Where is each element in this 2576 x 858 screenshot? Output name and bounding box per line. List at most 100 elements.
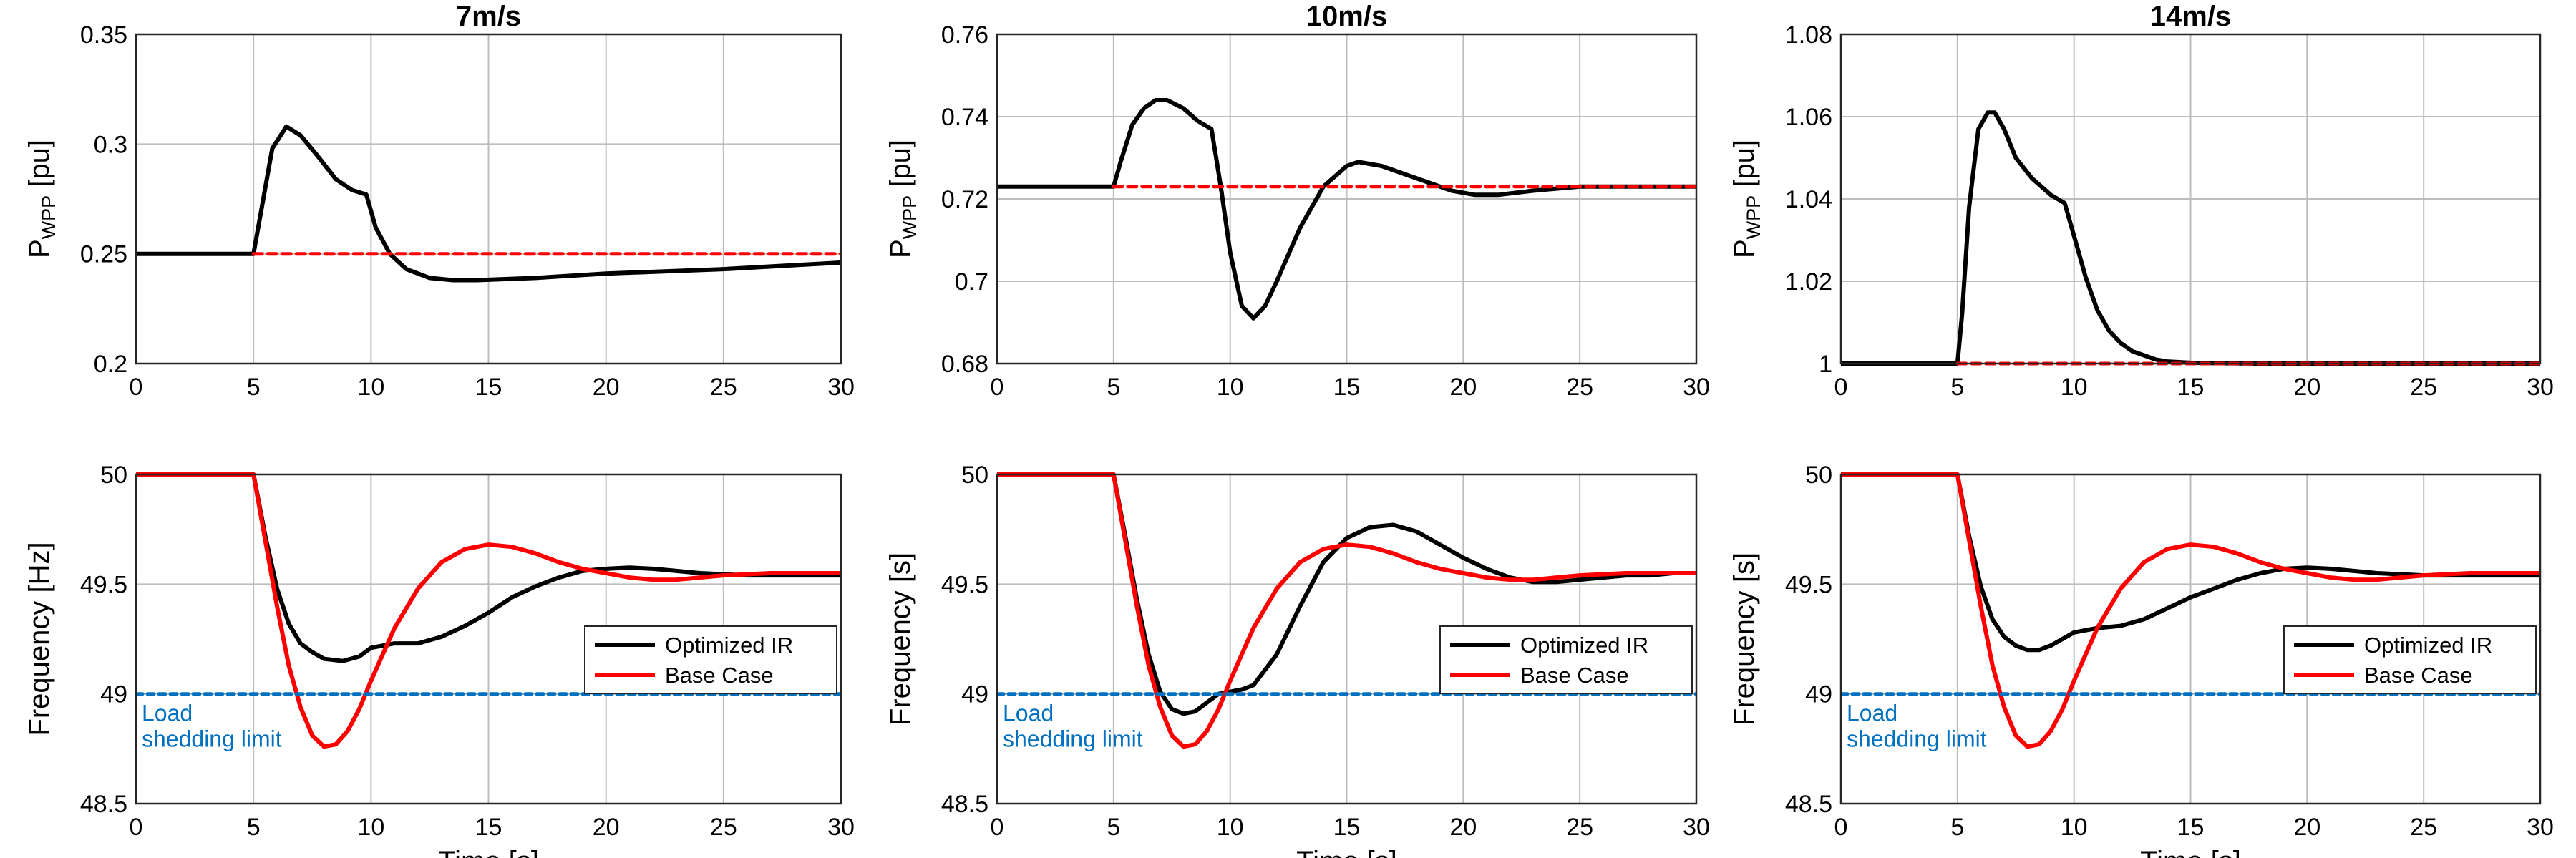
x-axis-label: Time [s]	[438, 846, 539, 858]
annotation-shedding-limit: shedding limit	[142, 726, 282, 752]
y-tick-label: 49	[1805, 681, 1832, 708]
y-tick-label: 0.7	[955, 268, 988, 296]
series-group	[136, 124, 841, 283]
x-tick-label: 25	[2410, 814, 2437, 841]
y-tick-label: 0.68	[941, 351, 988, 378]
x-tick-label: 30	[827, 814, 855, 841]
x-tick-label: 15	[475, 374, 502, 401]
y-axis-label-unit: [pu]	[1729, 140, 1760, 195]
x-tick-label: 20	[593, 814, 620, 841]
x-axis-label: Time [s]	[1296, 846, 1397, 858]
x-tick-label: 5	[1107, 814, 1120, 841]
x-tick-label: 15	[1333, 814, 1361, 841]
y-tick-label: 50	[961, 462, 988, 489]
x-tick-label: 25	[2410, 374, 2437, 401]
y-tick-label: 0.72	[941, 186, 988, 213]
power-panel: 0 5 10 15 20 25 30 0.68 0.7 0.72 0.74 0.76 PWPP [pu]	[885, 21, 1710, 401]
x-tick-label: 10	[2061, 374, 2088, 401]
axes-frame	[996, 473, 1698, 805]
x-tick-label: 30	[1683, 374, 1710, 401]
x-tick-label: 5	[1950, 814, 1964, 841]
chart-title: 10m/s	[1306, 1, 1387, 32]
y-tick-label: 0.74	[941, 104, 988, 131]
x-tick-label: 10	[1217, 374, 1244, 401]
optimized-ir-line	[997, 472, 1696, 716]
y-tick-label: 49	[961, 681, 988, 708]
y-tick-label: 48.5	[941, 791, 988, 818]
y-axis-label: PWPP [pu]	[24, 140, 59, 258]
x-tick-label: 30	[2527, 814, 2554, 841]
x-tick-label: 25	[710, 374, 737, 401]
y-tick-label: 48.5	[80, 791, 127, 818]
x-tick-label: 0	[1834, 814, 1848, 841]
axes-frame	[1839, 33, 2542, 365]
y-tick-label: 49.5	[1785, 571, 1832, 598]
x-tick-label: 15	[2177, 814, 2205, 841]
x-tick-label: 10	[2061, 814, 2088, 841]
y-axis-label: PWPP [pu]	[885, 140, 920, 258]
x-tick-label: 20	[1449, 374, 1477, 401]
x-tick-label: 5	[1107, 374, 1120, 401]
axes-frame	[135, 33, 842, 365]
y-tick-label: 1.08	[1785, 21, 1832, 49]
frequency-panel: 0 5 10 15 20 25 30 48.5 49 49.5 50 Frequency [s] Tim…	[1729, 462, 2554, 858]
legend-box	[584, 625, 837, 694]
y-axis-label-subscript: WPP	[38, 195, 59, 240]
x-tick-label: 25	[1566, 374, 1593, 401]
legend-label-base-case: Base Case	[1520, 663, 1629, 688]
annotation-shedding-limit: shedding limit	[1003, 726, 1143, 752]
legend-label-optimized-ir: Optimized IR	[665, 633, 793, 658]
frequency-panel: 0 5 10 15 20 25 30 48.5 49 49.5 50 Frequency [s] Tim…	[885, 462, 1710, 858]
x-tick-label: 0	[1834, 374, 1848, 401]
y-axis-label: Frequency [s]	[1729, 552, 1760, 726]
y-tick-label: 0.76	[941, 21, 988, 49]
x-tick-label: 25	[710, 814, 737, 841]
power-panel: 0 5 10 15 20 25 30 1 1.02 1.04 1.06 1.08 PWPP [pu]	[1729, 21, 2554, 401]
y-tick-label: 1	[1819, 351, 1832, 378]
annotation-load: Load	[142, 701, 193, 726]
y-axis-label-main: P	[1729, 239, 1760, 258]
optimized-ir-line	[997, 98, 1696, 321]
x-tick-label: 0	[991, 814, 1004, 841]
x-tick-label: 15	[475, 814, 502, 841]
x-tick-label: 5	[247, 374, 261, 401]
y-tick-label: 1.06	[1785, 104, 1832, 131]
y-tick-label: 1.02	[1785, 268, 1832, 296]
annotation-load: Load	[1003, 701, 1054, 726]
power-panel: 0 5 10 15 20 25 30 0.2 0.25 0.3 0.35 PWPP [pu]	[24, 21, 855, 401]
optimized-ir-line	[136, 124, 841, 283]
x-axis-label: Time [s]	[2140, 846, 2241, 858]
series-group	[997, 98, 1696, 321]
annotation-load: Load	[1847, 701, 1897, 726]
x-tick-label: 0	[130, 374, 143, 401]
y-tick-label: 49.5	[941, 571, 988, 598]
x-tick-label: 20	[593, 374, 620, 401]
x-tick-label: 30	[827, 374, 855, 401]
y-tick-label: 48.5	[1785, 791, 1832, 818]
axes-frame	[996, 33, 1698, 365]
x-tick-label: 20	[2293, 814, 2320, 841]
y-axis-label-main: P	[24, 239, 55, 258]
y-tick-label: 49.5	[80, 571, 127, 598]
y-axis-label-subscript: WPP	[899, 195, 920, 240]
x-tick-label: 5	[1950, 374, 1964, 401]
frequency-panel: 0 5 10 15 20 25 30 48.5 49 49.5 50 Frequency [Hz] Ti…	[24, 462, 855, 858]
y-axis-label-unit: [pu]	[885, 140, 916, 195]
legend-label-base-case: Base Case	[2364, 663, 2473, 688]
x-tick-label: 20	[1449, 814, 1477, 841]
legend: Optimized IR Base Case	[2283, 625, 2537, 694]
legend-label-optimized-ir: Optimized IR	[1520, 633, 1648, 658]
x-tick-label: 30	[1683, 814, 1710, 841]
y-tick-label: 50	[100, 462, 127, 489]
x-tick-label: 10	[1217, 814, 1244, 841]
legend-box	[2283, 625, 2537, 694]
legend-label-optimized-ir: Optimized IR	[2364, 633, 2492, 658]
x-tick-label: 20	[2293, 374, 2320, 401]
y-axis-label-main: P	[885, 239, 916, 258]
legend-label-base-case: Base Case	[665, 663, 774, 688]
x-tick-label: 5	[247, 814, 261, 841]
base-case-line	[136, 472, 841, 749]
x-tick-label: 0	[130, 814, 143, 841]
y-axis-label: PWPP [pu]	[1729, 140, 1764, 258]
